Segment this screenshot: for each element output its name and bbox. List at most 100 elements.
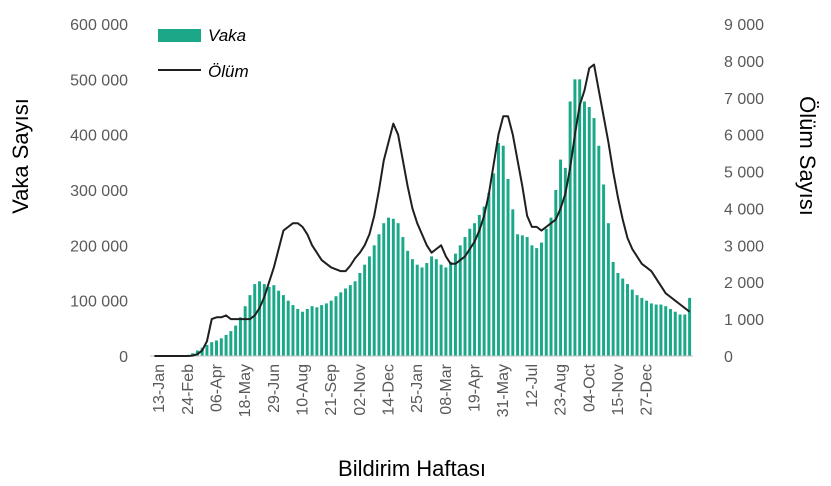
vaka-bar <box>281 295 285 356</box>
x-tick-label: 04-Oct <box>581 363 598 412</box>
x-tick-label: 06-Apr <box>209 363 226 412</box>
vaka-bar <box>286 300 290 356</box>
vaka-bar <box>272 285 276 356</box>
y-axis-title: Vaka Sayısı <box>8 98 33 214</box>
vaka-bar <box>611 261 615 356</box>
vaka-bar <box>487 192 491 356</box>
vaka-bar <box>200 347 204 356</box>
vaka-bar <box>606 223 610 356</box>
x-tick-label: 13-Jan <box>151 364 168 413</box>
y-right-tick-label: 5 000 <box>724 165 764 182</box>
y-right-tick-label: 4 000 <box>724 201 764 218</box>
x-tick-label: 23-Aug <box>553 364 570 416</box>
vaka-bar <box>621 278 625 356</box>
vaka-bar <box>291 305 295 356</box>
y-right-tick-label: 7 000 <box>724 91 764 108</box>
vaka-bar <box>492 173 496 356</box>
x-tick-label: 19-Apr <box>467 363 484 412</box>
vaka-bar <box>410 259 414 356</box>
vaka-bar <box>372 245 376 356</box>
vaka-bar <box>296 308 300 356</box>
vaka-bar <box>262 284 266 356</box>
vaka-bar <box>425 263 429 356</box>
vaka-bar <box>583 101 586 356</box>
vaka-bar <box>315 307 319 356</box>
vaka-bar <box>334 296 338 356</box>
y-right-tick-label: 1 000 <box>724 312 764 329</box>
vaka-bar <box>525 237 529 356</box>
vaka-bar <box>229 331 233 356</box>
vaka-bar <box>301 311 305 356</box>
y-left-tick-label: 500 000 <box>70 72 128 89</box>
vaka-bar <box>391 218 395 356</box>
x-tick-label: 24-Feb <box>180 364 197 415</box>
vaka-bar <box>554 190 558 356</box>
y-left-tick-label: 100 000 <box>70 294 128 311</box>
x-tick-label: 14-Dec <box>381 364 398 416</box>
vaka-bar <box>396 223 400 356</box>
vaka-bar <box>563 167 567 356</box>
y-right-tick-label: 8 000 <box>724 54 764 71</box>
x-tick-label: 02-Nov <box>352 364 369 416</box>
y-right-tick-label: 6 000 <box>724 128 764 145</box>
vaka-bar <box>353 281 357 356</box>
vaka-bar <box>387 217 391 356</box>
legend-label-olum: Ölüm <box>208 62 249 81</box>
y-right-tick-label: 3 000 <box>724 238 764 255</box>
y-left-ticks: 0 100 000 200 000 300 000 400 000 500 000 600 … <box>70 17 128 366</box>
legend-swatch-vaka <box>158 29 201 42</box>
y-left-tick-label: 400 000 <box>70 128 128 145</box>
vaka-bar <box>258 281 261 356</box>
vaka-bar <box>253 284 257 356</box>
vaka-bar <box>673 311 677 356</box>
vaka-bar <box>210 342 214 356</box>
vaka-bar <box>630 289 634 356</box>
vaka-bar <box>683 314 687 356</box>
olum-line <box>154 63 691 357</box>
vaka-bar <box>363 264 367 356</box>
y-left-tick-label: 300 000 <box>70 183 128 200</box>
vaka-bar <box>248 295 252 356</box>
vaka-bar <box>358 273 362 356</box>
vaka-bar <box>516 234 520 356</box>
vaka-bar <box>305 308 309 356</box>
vaka-bar <box>549 217 553 356</box>
vaka-bar <box>277 290 281 356</box>
legend: Vaka Ölüm <box>158 26 249 81</box>
vaka-bar <box>678 314 682 356</box>
vaka-bar <box>530 245 534 356</box>
vaka-bar <box>224 334 228 356</box>
vaka-bar <box>415 264 419 356</box>
vaka-bar <box>645 300 649 356</box>
vaka-bar <box>559 159 563 356</box>
legend-label-vaka: Vaka <box>208 26 246 45</box>
vaka-bar <box>506 178 510 356</box>
vaka-bar <box>458 245 462 356</box>
y-left-tick-label: 200 000 <box>70 238 128 255</box>
vaka-bar <box>573 79 577 356</box>
vaka-bar <box>434 259 438 356</box>
vaka-bar <box>234 325 238 356</box>
vaka-bar <box>310 306 314 356</box>
x-tick-label: 10-Aug <box>295 364 312 416</box>
vaka-bar <box>597 145 601 356</box>
vaka-bar <box>669 308 672 356</box>
vaka-bar <box>420 267 424 356</box>
vaka-bar <box>215 340 218 356</box>
vaka-bar <box>453 253 457 356</box>
vaka-bar <box>377 234 381 356</box>
y-right-ticks: 0 1 000 2 000 3 000 4 000 5 000 6 000 7 000 8 00… <box>724 17 764 366</box>
vaka-bar <box>539 242 543 356</box>
vaka-bar <box>320 305 324 356</box>
vaka-bar <box>568 101 572 356</box>
x-ticks: 13-Jan 24-Feb 06-Apr 18-May 29-Jun 10-Aug 21-S… <box>151 363 655 417</box>
vaka-bar <box>382 223 386 356</box>
y-left-tick-label: 0 <box>119 349 128 366</box>
x-tick-label: 21-Sep <box>323 364 340 416</box>
vaka-bar <box>501 145 505 356</box>
x-tick-label: 31-May <box>495 364 512 417</box>
x-tick-label: 25-Jan <box>409 364 426 413</box>
vaka-bars <box>186 79 692 356</box>
vaka-bar <box>205 344 209 356</box>
